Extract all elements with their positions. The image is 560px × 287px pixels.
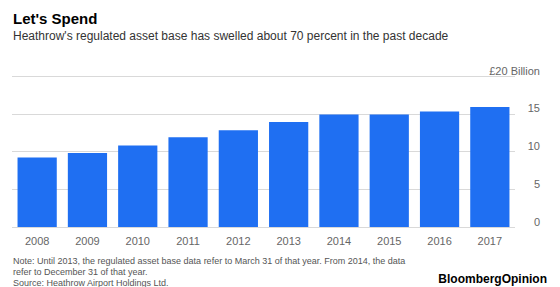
svg-text:2013: 2013 <box>276 235 300 247</box>
svg-text:15: 15 <box>528 102 540 114</box>
svg-text:BloombergOpinion: BloombergOpinion <box>438 272 547 286</box>
svg-text:refer to December 31 of that y: refer to December 31 of that year. <box>13 267 148 277</box>
svg-text:£20 Billion: £20 Billion <box>489 65 540 77</box>
svg-text:2017: 2017 <box>478 235 502 247</box>
svg-text:0: 0 <box>534 216 540 228</box>
svg-text:5: 5 <box>534 178 540 190</box>
svg-text:Let's Spend: Let's Spend <box>13 10 97 27</box>
svg-text:2014: 2014 <box>327 235 351 247</box>
svg-text:2010: 2010 <box>126 235 150 247</box>
svg-text:2015: 2015 <box>377 235 401 247</box>
svg-text:2009: 2009 <box>75 235 99 247</box>
svg-text:Source: Heathrow Airport Holdi: Source: Heathrow Airport Holdings Ltd. <box>13 278 169 287</box>
svg-text:2008: 2008 <box>25 235 49 247</box>
svg-text:Note: Until 2013, the regulate: Note: Until 2013, the regulated asset ba… <box>13 256 408 266</box>
svg-text:2016: 2016 <box>427 235 451 247</box>
svg-text:2012: 2012 <box>226 235 250 247</box>
svg-text:2011: 2011 <box>176 235 200 247</box>
svg-text:10: 10 <box>528 140 540 152</box>
svg-text:Heathrow's regulated asset bas: Heathrow's regulated asset base has swel… <box>13 29 449 43</box>
